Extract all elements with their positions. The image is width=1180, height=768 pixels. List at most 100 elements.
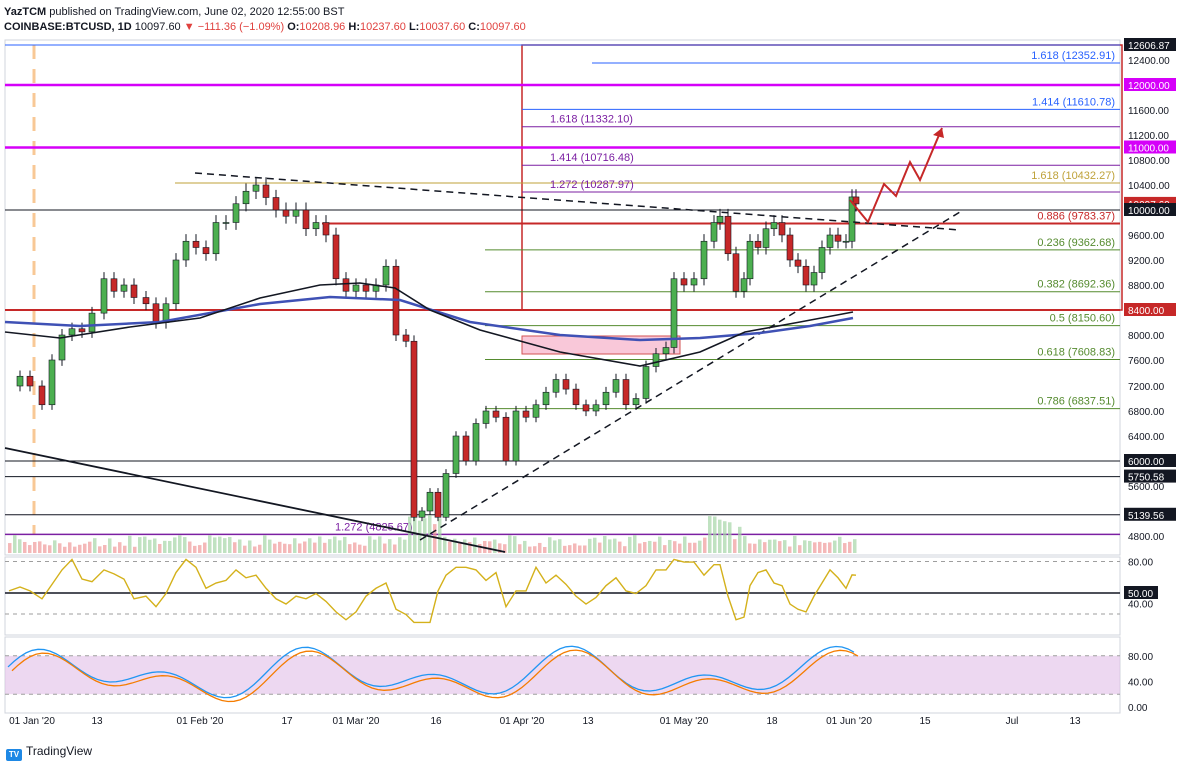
volume-bar-668 bbox=[668, 539, 672, 553]
volume-bar-188 bbox=[188, 541, 192, 553]
candle-body-80 bbox=[778, 222, 786, 236]
candle-body-25 bbox=[262, 184, 270, 198]
stoch-tick-1: 40.00 bbox=[1128, 677, 1153, 688]
fib-label-4: 1.618 (10432.27) bbox=[1031, 170, 1115, 182]
background-bands bbox=[4, 39, 1123, 714]
volume-bar-718 bbox=[718, 519, 722, 553]
publisher-name[interactable]: YazTCM bbox=[4, 6, 47, 18]
volume-bar-313 bbox=[313, 542, 317, 553]
candle-body-4 bbox=[48, 359, 56, 406]
volume-bar-373 bbox=[373, 539, 377, 553]
candle-body-3 bbox=[38, 385, 46, 406]
candle-body-30 bbox=[312, 222, 320, 230]
volume-bar-308 bbox=[308, 538, 312, 553]
candle-body-75 bbox=[740, 278, 748, 292]
volume-bar-173 bbox=[173, 537, 177, 553]
volume-bar-593 bbox=[593, 537, 597, 553]
volume-bar-693 bbox=[693, 542, 697, 553]
candle-body-44 bbox=[442, 473, 450, 518]
candle-body-8 bbox=[88, 312, 96, 333]
candle-body-66 bbox=[662, 347, 670, 355]
volume-bar-723 bbox=[723, 521, 727, 553]
x-tick-5: 16 bbox=[430, 716, 442, 727]
volume-bar-488 bbox=[488, 541, 492, 553]
volume-bar-768 bbox=[768, 539, 772, 553]
fib-label-10: 0.618 (7608.83) bbox=[1037, 346, 1115, 358]
volume-bar-643 bbox=[643, 542, 647, 553]
volume-bar-523 bbox=[523, 540, 527, 553]
volume-bar-283 bbox=[283, 543, 287, 553]
symbol-label[interactable]: COINBASE:BTCUSD, 1D bbox=[4, 21, 132, 33]
volume-bar-133 bbox=[133, 546, 137, 553]
volume-bar-23 bbox=[23, 541, 27, 553]
y-badge-5: 8400.00 bbox=[1128, 306, 1165, 317]
volume-bar-728 bbox=[728, 522, 732, 553]
ma-200-line bbox=[4, 295, 854, 342]
rsi-panel bbox=[5, 558, 1120, 624]
logo-text: TradingView bbox=[26, 744, 93, 758]
price-axis: 12400.00 12000.00 11600.00 11200.00 10800.00… bbox=[1124, 38, 1176, 714]
volume-bar-388 bbox=[388, 539, 392, 553]
volume-bar-123 bbox=[123, 545, 127, 553]
volume-bar-773 bbox=[773, 539, 777, 553]
x-tick-13: 13 bbox=[1069, 716, 1081, 727]
volume-bar-403 bbox=[403, 539, 407, 553]
volume-bar-563 bbox=[563, 545, 567, 553]
volume-bar-678 bbox=[678, 543, 682, 553]
candle-body-69 bbox=[690, 278, 698, 286]
fib-label-6: 0.886 (9783.37) bbox=[1037, 211, 1115, 223]
stoch-d-line bbox=[11, 649, 859, 703]
volume-bar-438 bbox=[438, 518, 442, 553]
ohlc-line: COINBASE:BTCUSD, 1D 10097.60 ▼ −111.36 (… bbox=[4, 21, 526, 33]
fib-levels: 1.618 (12352.91) 1.414 (11610.78) 1.618 (1… bbox=[5, 44, 1120, 536]
volume-bar-618 bbox=[618, 541, 622, 553]
volume-bar-393 bbox=[393, 544, 397, 553]
volume-bar-698 bbox=[698, 540, 702, 553]
volume-bar-203 bbox=[203, 542, 207, 553]
candle-body-72 bbox=[716, 215, 724, 223]
rsi-tick-2: 40.00 bbox=[1128, 600, 1153, 611]
rsi-pane bbox=[4, 556, 1121, 636]
volume-bar-548 bbox=[548, 537, 552, 553]
candle-body-55 bbox=[552, 379, 560, 393]
candle-body-54 bbox=[542, 391, 550, 406]
volume-bar-158 bbox=[158, 543, 162, 553]
candle-body-74 bbox=[732, 253, 740, 292]
volume-bar-748 bbox=[748, 543, 752, 553]
volume-bar-833 bbox=[833, 540, 837, 553]
y-badge-bg-1 bbox=[1124, 78, 1176, 91]
stoch-k-line bbox=[7, 645, 855, 699]
candle-body-26 bbox=[272, 197, 280, 211]
candle-body-13 bbox=[142, 297, 150, 305]
volume-bar-43 bbox=[43, 544, 47, 553]
x-tick-3: 17 bbox=[281, 716, 293, 727]
volume-bar-638 bbox=[638, 543, 642, 553]
candle-body-16 bbox=[172, 259, 180, 305]
y-tick-17: 5600.00 bbox=[1128, 482, 1165, 493]
x-tick-9: 18 bbox=[766, 716, 778, 727]
candle-body-49 bbox=[492, 410, 500, 418]
volume-bar-163 bbox=[163, 540, 167, 553]
y-tick-9: 8800.00 bbox=[1128, 281, 1165, 292]
volume-bar-838 bbox=[838, 536, 842, 553]
candle-body-32 bbox=[332, 234, 340, 280]
volume-bar-398 bbox=[398, 537, 402, 553]
y-badge-1: 12000.00 bbox=[1128, 81, 1170, 92]
volume-bar-333 bbox=[333, 536, 337, 553]
volume-bar-78 bbox=[78, 544, 82, 553]
candle-body-2 bbox=[26, 375, 34, 387]
volume-bar-218 bbox=[218, 536, 222, 553]
tradingview-logo[interactable]: TV TradingView bbox=[6, 744, 92, 761]
volume-bar-418 bbox=[418, 520, 422, 553]
x-tick-1: 13 bbox=[91, 716, 103, 727]
candle-body-89 bbox=[848, 196, 856, 242]
volume-bar-358 bbox=[358, 544, 362, 553]
volume-bar-288 bbox=[288, 544, 292, 553]
volume-bar-713 bbox=[713, 516, 717, 553]
volume-bar-568 bbox=[568, 545, 572, 553]
volume-bar-368 bbox=[368, 536, 372, 553]
stoch-panel bbox=[5, 645, 1120, 703]
volume-bar-778 bbox=[778, 541, 782, 553]
volume-bar-118 bbox=[118, 542, 122, 553]
